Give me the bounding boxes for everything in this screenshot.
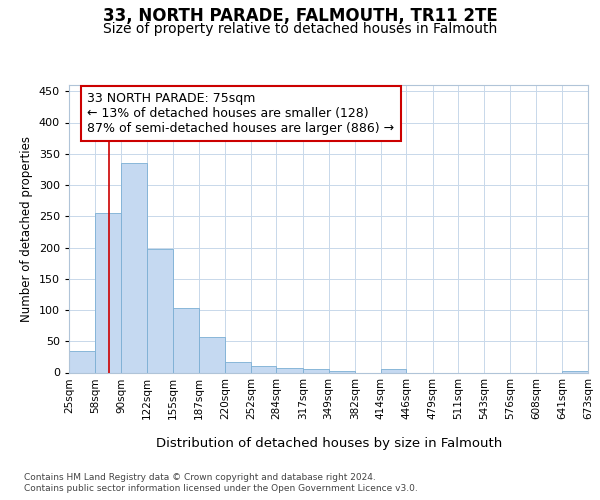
Text: Distribution of detached houses by size in Falmouth: Distribution of detached houses by size … [155, 438, 502, 450]
Bar [69, 351, 95, 372]
Y-axis label: Number of detached properties: Number of detached properties [20, 136, 33, 322]
Bar [329, 370, 355, 372]
Text: 33 NORTH PARADE: 75sqm
← 13% of detached houses are smaller (128)
87% of semi-de: 33 NORTH PARADE: 75sqm ← 13% of detached… [87, 92, 394, 135]
Bar [380, 370, 406, 372]
Bar [95, 212, 121, 372]
Text: 33, NORTH PARADE, FALMOUTH, TR11 2TE: 33, NORTH PARADE, FALMOUTH, TR11 2TE [103, 8, 497, 26]
Text: Contains public sector information licensed under the Open Government Licence v3: Contains public sector information licen… [24, 484, 418, 493]
Bar [562, 370, 588, 372]
Bar [146, 250, 173, 372]
Bar [251, 366, 277, 372]
Bar [121, 163, 146, 372]
Text: Contains HM Land Registry data © Crown copyright and database right 2024.: Contains HM Land Registry data © Crown c… [24, 472, 376, 482]
Bar [225, 362, 251, 372]
Bar [303, 370, 329, 372]
Bar [173, 308, 199, 372]
Bar [199, 337, 225, 372]
Text: Size of property relative to detached houses in Falmouth: Size of property relative to detached ho… [103, 22, 497, 36]
Bar [277, 368, 303, 372]
